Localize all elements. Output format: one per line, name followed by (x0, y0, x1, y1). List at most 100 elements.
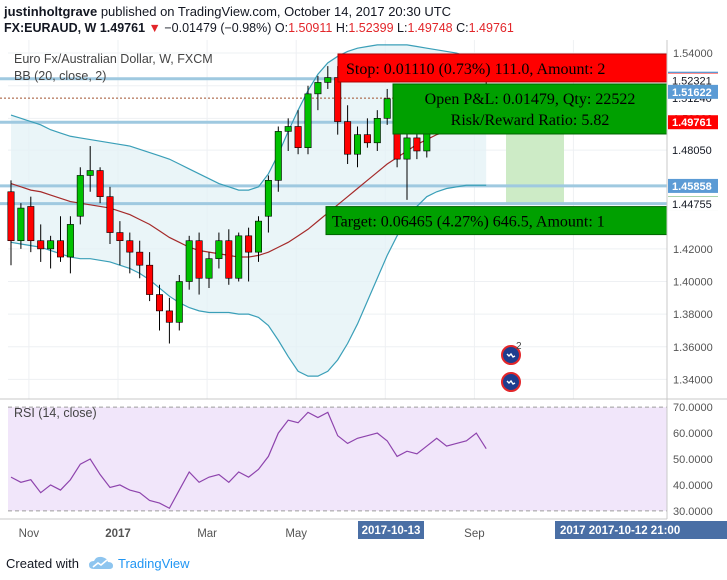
symbol-line: FX:EURAUD, W 1.49761 ▼ −0.01479 (−0.98%)… (4, 21, 514, 35)
star-icon (506, 352, 516, 358)
price-tick-label: 1.34000 (673, 374, 713, 386)
time-axis-label: Sep (464, 528, 484, 540)
stop-text: Stop: 0.01110 (0.73%) 111.0, Amount: 2 (346, 61, 605, 78)
price-tick-label: 1.54000 (673, 48, 713, 60)
candle (403, 137, 411, 160)
candle (185, 240, 193, 282)
close-label: C: (456, 21, 469, 35)
low-label: L: (397, 21, 408, 35)
high-value: 1.52399 (348, 21, 394, 35)
star-icon (506, 379, 516, 385)
time-axis-label: Mar (197, 528, 217, 540)
tradingview-brand[interactable]: TradingView (118, 556, 190, 571)
stop-box[interactable]: Stop: 0.01110 (0.73%) 111.0, Amount: 2 (337, 53, 668, 83)
candle (353, 134, 361, 155)
candle (76, 175, 84, 217)
candle (413, 137, 421, 152)
candle (363, 134, 371, 144)
price-badge[interactable] (668, 143, 718, 158)
high-label: H: (335, 21, 349, 35)
rsi-axis-labels[interactable]: 70.0000 60.0000 50.0000 40.0000 30.0000 (673, 402, 713, 518)
candle (274, 131, 282, 181)
candle (66, 224, 74, 258)
price-badge[interactable] (668, 178, 718, 193)
candle (334, 77, 342, 122)
symbol-name[interactable]: FX:EURAUD, W (4, 21, 97, 35)
price-tick-label: 1.40000 (673, 277, 713, 289)
price-tick-label: 1.42000 (673, 244, 713, 256)
price-badge[interactable] (668, 196, 718, 211)
candle (7, 191, 15, 242)
price-badge[interactable] (668, 115, 718, 130)
candle (294, 126, 302, 149)
author-name[interactable]: justinholtgrave (4, 4, 98, 19)
open-label: O: (274, 21, 289, 35)
candle (264, 180, 272, 217)
chart-header: justinholtgrave published on TradingView… (0, 0, 727, 40)
candle (106, 196, 114, 233)
published-text: published on TradingView.com, October 14… (100, 4, 452, 19)
event-flags[interactable]: 2 (501, 341, 522, 392)
last-price: 1.49761 (99, 21, 146, 35)
candle (156, 294, 164, 312)
down-arrow-icon: ▼ (148, 21, 161, 35)
rsi-line (10, 411, 487, 510)
price-badge[interactable] (668, 84, 718, 99)
price-change: −0.01479 (−0.98%) (164, 21, 272, 35)
bb-upper-line (10, 44, 487, 191)
time-axis-label: 2017 (105, 528, 131, 540)
candle (175, 281, 183, 323)
candle (116, 232, 124, 242)
crosshair-date-box (358, 521, 424, 539)
candle (205, 258, 213, 279)
bb-label: BB (20, close, 2) (14, 69, 106, 83)
candle (373, 118, 381, 144)
publish-line: justinholtgrave published on TradingView… (4, 4, 451, 19)
candle (47, 240, 55, 250)
price-chart[interactable]: Stop: 0.01110 (0.73%) 111.0, Amount: 2 O… (0, 40, 727, 546)
open-pl-text: Open P&L: 0.01479, Qty: 22522 (425, 91, 636, 108)
candle (255, 220, 263, 253)
chart-title: Euro Fx/Australian Dollar, W, FXCM (14, 52, 213, 66)
rsi-band (8, 407, 667, 511)
price-axis-labels[interactable]: 1.540001.520001.500001.420001.400001.380… (668, 48, 718, 386)
candle (225, 240, 233, 279)
low-value: 1.49748 (407, 21, 453, 35)
price-badge-text: 1.52321 (672, 75, 712, 87)
footer: Created with TradingView (0, 546, 727, 580)
price-badge-text: 1.48050 (672, 145, 712, 157)
candle (86, 170, 94, 176)
open-value: 1.50911 (288, 21, 333, 35)
rsi-indicator (8, 406, 667, 512)
candle (324, 77, 332, 83)
candle (37, 240, 45, 250)
profit-box[interactable]: Open P&L: 0.01479, Qty: 22522 Risk/Rewar… (392, 83, 668, 135)
candle (136, 251, 144, 266)
candle (146, 264, 154, 295)
candle (165, 310, 173, 323)
price-badge-text: 1.49761 (672, 117, 712, 129)
price-badge-text: 1.45858 (672, 181, 712, 193)
price-badge[interactable] (668, 73, 718, 88)
rsi-tick-label: 70.0000 (673, 402, 713, 414)
price-tick-label: 1.38000 (673, 309, 713, 321)
target-text: Target: 0.06465 (4.27%) 646.5, Amount: 1 (332, 214, 605, 231)
flag-count: 2 (516, 341, 522, 352)
stop-box-rect (337, 53, 668, 83)
rsi-tick-label: 40.0000 (673, 480, 713, 492)
rsi-tick-label: 50.0000 (673, 454, 713, 466)
candle (215, 240, 223, 259)
target-box[interactable]: Target: 0.06465 (4.27%) 646.5, Amount: 1 (325, 206, 668, 236)
candle (245, 235, 253, 253)
candle (383, 98, 391, 119)
time-axis-label: Nov (19, 528, 40, 540)
candle (235, 235, 243, 279)
created-with-text: Created with (6, 556, 79, 571)
candle (344, 121, 352, 155)
candle (304, 93, 312, 148)
price-tick-label: 1.36000 (673, 342, 713, 354)
rsi-tick-label: 60.0000 (673, 428, 713, 440)
close-value: 1.49761 (468, 21, 514, 35)
profit-box-rect (392, 83, 668, 135)
tradingview-cloud-icon (89, 556, 113, 569)
